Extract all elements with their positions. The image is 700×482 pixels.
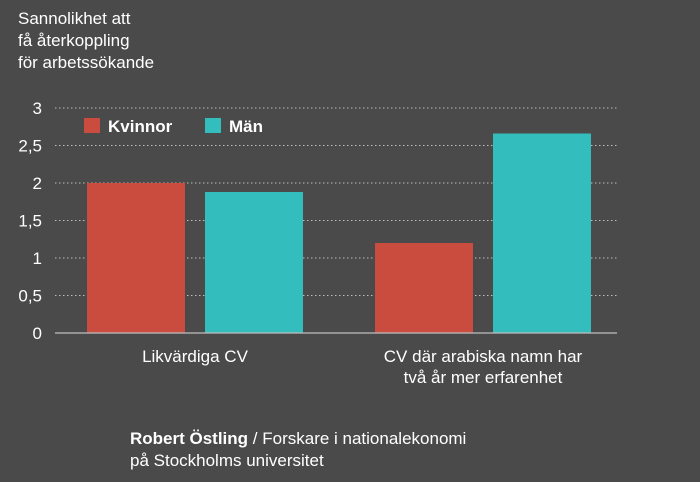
y-tick-label: 3 [33,99,42,118]
bar-kvinnor [87,183,185,333]
y-axis-label: Sannolikhet att få återkoppling för arbe… [18,8,218,74]
bar-man [205,192,303,333]
credit: Robert Östling / Forskare i nationalekon… [130,428,466,472]
y-axis-label-line: Sannolikhet att [18,9,131,28]
credit-separator: / [248,429,263,448]
y-axis-label-line: för arbetssökande [18,53,155,72]
y-tick-label: 1 [33,249,42,268]
legend-swatch [84,118,100,133]
x-tick-label: CV där arabiska namn har [384,347,583,366]
legend-label: Kvinnor [108,117,173,136]
bar-kvinnor [375,243,473,333]
x-tick-label: två år mer erfarenhet [404,368,563,387]
y-tick-label: 1,5 [18,212,42,231]
y-tick-label: 0 [33,324,42,343]
credit-affiliation: på Stockholms universitet [130,451,324,470]
legend-swatch [205,118,221,133]
x-tick-label: Likvärdiga CV [142,347,248,366]
y-tick-label: 0,5 [18,287,42,306]
bar-man [493,133,591,333]
y-tick-label: 2,5 [18,137,42,156]
credit-role: Forskare i nationalekonomi [262,429,467,448]
y-axis-label-line: få återkoppling [18,31,130,50]
legend-label: Män [229,117,263,136]
credit-name: Robert Östling [130,429,249,448]
y-tick-label: 2 [33,174,42,193]
